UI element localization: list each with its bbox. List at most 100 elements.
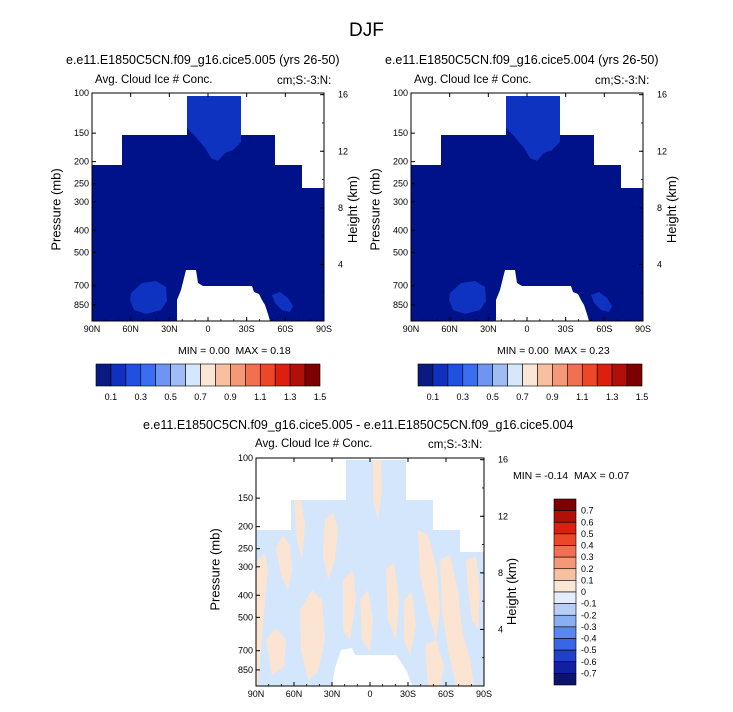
panel-b-colorbar-box bbox=[462, 363, 479, 387]
panel-a-frame bbox=[91, 92, 325, 322]
panel-b-y2label: Height (km) bbox=[664, 175, 680, 244]
panel-b-ytick-label: 500 bbox=[393, 247, 408, 257]
panel-diff-patch-11 bbox=[404, 592, 416, 655]
panel-b-colorbar-box bbox=[537, 363, 553, 387]
panel-diff-colorbar-label: 0.3 bbox=[581, 552, 594, 562]
panel-a-max-label: MAX = bbox=[235, 345, 268, 357]
panel-diff-units: cm;S:-3:N: bbox=[428, 439, 483, 451]
panel-diff-colorbar-box bbox=[553, 661, 577, 674]
panel-diff-colorbar-label: 0 bbox=[581, 587, 586, 597]
panel-a-ytick-label: 300 bbox=[74, 197, 89, 207]
panel-b-y2tick-label: 12 bbox=[657, 146, 667, 156]
panel-a-ytick-label: 500 bbox=[74, 247, 89, 257]
panel-diff-patch-14 bbox=[466, 556, 480, 630]
panel-a-colorbar-box bbox=[245, 363, 261, 387]
panel-a-colorbar-label: 0.9 bbox=[224, 392, 237, 402]
panel-b-colorbar-box bbox=[596, 363, 613, 387]
panel-diff-patch-12 bbox=[418, 530, 440, 640]
panel-b-ytick-label: 850 bbox=[393, 300, 408, 310]
panel-diff-patch-10 bbox=[386, 562, 399, 640]
panel-diff-colorbar-box bbox=[553, 603, 577, 616]
panel-b-xtick-label: 60S bbox=[596, 324, 612, 334]
panel-b-xtick-label: 0 bbox=[524, 324, 529, 334]
panel-b-colorbar-box bbox=[432, 363, 449, 387]
panel-diff-colorbar-box bbox=[553, 556, 577, 570]
panel-diff-colorbar-label: 0.4 bbox=[581, 541, 594, 551]
panel-b-variable: Avg. Cloud Ice # Conc. bbox=[414, 74, 532, 86]
panel-a-xtick-label: 60N bbox=[122, 324, 139, 334]
panel-diff-patch-9 bbox=[373, 460, 382, 520]
panel-b-colorbar-box bbox=[552, 363, 568, 387]
panel-b-ticks: 90N 60N 30N 0 30S 60S 90S 100 150 200 250 300 400 500… bbox=[393, 88, 667, 334]
panel-diff-ytick-label: 200 bbox=[238, 522, 253, 532]
panel-b-ytick-label: 250 bbox=[393, 179, 408, 189]
panel-diff-colorbar-box bbox=[553, 591, 577, 604]
panel-diff-ytick-label: 300 bbox=[238, 562, 253, 572]
panel-diff-y2tick-label: 16 bbox=[498, 455, 508, 465]
panel-a-xtick-label: 90N bbox=[84, 324, 101, 334]
panel-a-min-label: MIN = bbox=[178, 345, 207, 357]
panel-a-colorbar-box bbox=[125, 363, 142, 387]
panel-diff-colorbar-box bbox=[553, 510, 577, 523]
panel-diff-colorbar-box bbox=[553, 649, 577, 663]
panel-a-xtick-label: 60S bbox=[277, 324, 293, 334]
panel-diff-colorbar-label: 0.1 bbox=[581, 575, 594, 585]
panel-diff-ytick-label: 500 bbox=[238, 612, 253, 622]
panel-b-case-title: e.e11.E1850C5CN.f09_g16.cice5.004 (yrs 2… bbox=[385, 53, 659, 67]
panel-diff-ticks: 90N 60N 30N 0 30S 60S 90S 100 150 200 250 300 400 500… bbox=[238, 453, 508, 699]
panel-a-xtick-label: 30S bbox=[239, 324, 255, 334]
panel-a-case-title: e.e11.E1850C5CN.f09_g16.cice5.005 (yrs 2… bbox=[66, 53, 340, 67]
panel-diff-xtick-label: 0 bbox=[367, 689, 372, 699]
panel-diff-minmax: MIN = -0.14 MAX = 0.07 bbox=[513, 470, 629, 482]
panel-diff-case-title: e.e11.E1850C5CN.f09_g16.cice5.005 - e.e1… bbox=[143, 418, 574, 432]
panel-a-xtick-label: 90S bbox=[316, 324, 332, 334]
panel-diff-colorbar-box bbox=[553, 614, 577, 628]
panel-diff-patch-7 bbox=[343, 570, 356, 640]
panel-b-upper-tongue bbox=[506, 96, 560, 161]
panel-a-colorbar-box bbox=[200, 363, 216, 387]
panel-a-colorbar-box bbox=[140, 363, 157, 387]
panel-diff-colorbar-label: 0.7 bbox=[581, 506, 594, 516]
panel-diff-min-label: MIN = bbox=[513, 470, 542, 482]
panel-a-min-value: 0.00 bbox=[209, 345, 230, 357]
panel-a-ytick-label: 150 bbox=[74, 128, 89, 138]
panel-a-colorbar-label: 0.7 bbox=[194, 392, 207, 402]
panel-diff-xtick-label: 30S bbox=[400, 689, 416, 699]
panel-b-field bbox=[411, 96, 643, 321]
panel-b-colorbar-label: 1.1 bbox=[576, 392, 589, 402]
panel-a-colorbar-box bbox=[170, 363, 186, 387]
panel-a-upper-tongue bbox=[187, 96, 241, 161]
panel-b-colorbar-box bbox=[611, 363, 628, 387]
panel-a-y2label: Height (km) bbox=[345, 175, 361, 244]
panel-b-colorbar-box bbox=[507, 363, 523, 387]
panel-diff-colorbar-label: -0.7 bbox=[581, 668, 597, 678]
panel-diff-frame bbox=[255, 457, 485, 687]
panel-a-colorbar-label: 0.1 bbox=[105, 392, 118, 402]
panel-diff-ytick-label: 400 bbox=[238, 590, 253, 600]
panel-diff-ytick-label: 700 bbox=[238, 646, 253, 656]
panel-diff-colorbar-box bbox=[553, 568, 577, 581]
panel-a-y2tick-label: 16 bbox=[338, 90, 348, 100]
panel-a-y2tick-label: 12 bbox=[338, 146, 348, 156]
panel-diff-patch-4 bbox=[300, 590, 325, 680]
panel-a-colorbar-box bbox=[274, 363, 291, 387]
panel-diff-min-value: -0.14 bbox=[544, 470, 569, 482]
panel-b-xtick-label: 90S bbox=[635, 324, 651, 334]
panel-b-surface-gap bbox=[496, 270, 589, 321]
panel-a-ylabel: Pressure (mb) bbox=[48, 168, 64, 251]
panel-b-xtick-label: 60N bbox=[441, 324, 458, 334]
panel-diff-xtick-label: 90N bbox=[248, 689, 265, 699]
panel-diff-colorbar-box bbox=[553, 545, 577, 558]
panel-diff-colorbar-box bbox=[553, 626, 577, 639]
panel-diff-colorbar-label: -0.4 bbox=[581, 634, 597, 644]
panel-a-ytick-label: 400 bbox=[74, 225, 89, 235]
panel-diff-ytick-label: 150 bbox=[238, 493, 253, 503]
panel-b-units: cm;S:-3:N: bbox=[595, 75, 650, 87]
panel-diff-patch-1 bbox=[256, 553, 268, 686]
panel-diff-ylabel: Pressure (mb) bbox=[207, 528, 223, 611]
panel-b-ytick-label: 700 bbox=[393, 281, 408, 291]
panel-b-xtick-label: 30S bbox=[558, 324, 574, 334]
